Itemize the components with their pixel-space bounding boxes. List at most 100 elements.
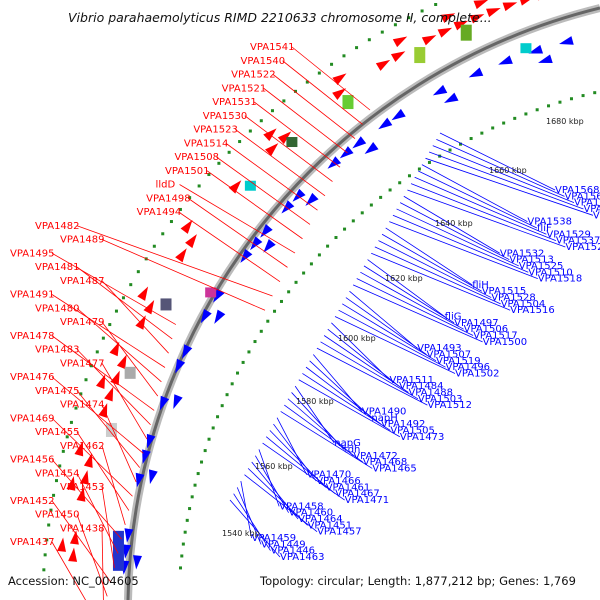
gc-dot xyxy=(207,437,211,441)
gc-dot xyxy=(225,393,229,397)
gene-label: VPA1458 xyxy=(279,501,324,512)
label-leader-line xyxy=(316,347,428,406)
gene-labels: VPA1541 VPA1540 VPA1522 VPA1521 VPA1531 VPA15… xyxy=(10,42,600,563)
gene-block xyxy=(460,24,472,41)
gc-dot xyxy=(270,109,274,113)
gc-dot xyxy=(398,181,402,185)
gc-dot xyxy=(420,9,424,13)
gene-label: VPA1540 xyxy=(241,56,286,67)
gene-label: VPA1475 xyxy=(35,386,80,397)
gene-label: VPA1522 xyxy=(231,70,276,81)
gene-label: VPA1506 xyxy=(464,324,509,335)
label-leader-line xyxy=(76,225,273,297)
label-leader-line xyxy=(247,468,308,526)
label-leader-line xyxy=(101,280,169,354)
reverse-gene-arrow xyxy=(528,44,544,54)
forward-gene-arrow xyxy=(79,470,89,485)
gc-dot xyxy=(459,142,463,146)
gene-label: VPA1515 xyxy=(482,286,527,297)
gc-dot xyxy=(200,460,204,464)
label-leader-line xyxy=(428,151,584,210)
forward-gene-arrow xyxy=(332,88,347,101)
gene-label: VPA1487 xyxy=(60,276,105,287)
gene-label: VPA1490 xyxy=(362,406,407,417)
gene-block xyxy=(244,180,256,191)
label-leader-line xyxy=(334,316,456,374)
gc-dot xyxy=(238,140,242,144)
gene-label: VPA1517 xyxy=(473,331,518,342)
gc-dot xyxy=(491,126,495,130)
gene-label: VPA1511 xyxy=(389,375,434,386)
forward-gene-arrow xyxy=(116,354,127,370)
gene-label: VPA1489 xyxy=(60,235,105,246)
gc-dot xyxy=(305,80,309,84)
gene-label: VPA1518 xyxy=(538,274,583,285)
label-leader-line xyxy=(345,297,427,355)
gene-label: VPA1483 xyxy=(35,345,80,356)
label-leader-line xyxy=(216,156,311,225)
gene-label: VPA1538 xyxy=(527,217,572,228)
gc-dot xyxy=(129,283,133,287)
label-leader-line xyxy=(403,195,501,254)
gene-label: napG xyxy=(334,438,361,449)
reverse-gene-arrow xyxy=(182,344,193,359)
kbp-ticks: 1540 kbp 1560 kbp 1580 kbp 1600 kbp 1620 kbp… xyxy=(222,117,584,538)
gc-dot xyxy=(227,150,231,154)
gene-label: VPA1503 xyxy=(418,394,463,405)
label-leader-line xyxy=(244,474,318,533)
label-leader-line xyxy=(51,252,177,325)
forward-gene-arrow xyxy=(66,476,76,491)
kbp-tick-label: 1560 kbp xyxy=(255,462,293,471)
forward-gene-arrow xyxy=(180,219,193,234)
gene-block xyxy=(286,137,298,148)
gc-dot xyxy=(326,244,330,248)
reverse-gene-arrow xyxy=(432,84,448,96)
gc-dot xyxy=(121,296,125,300)
gc-dot xyxy=(79,392,83,396)
gene-label: VPA1513 xyxy=(509,255,554,266)
forward-gene-arrow xyxy=(390,51,406,63)
gene-label: VPA1479 xyxy=(60,317,105,328)
label-leader-line xyxy=(235,129,326,197)
gene-label: tdh xyxy=(344,444,361,455)
gene-block xyxy=(112,530,124,571)
label-leader-line xyxy=(265,436,336,495)
gc-dot xyxy=(317,253,321,257)
gc-dot xyxy=(334,236,338,240)
label-leader-line xyxy=(436,138,565,197)
gc-dot xyxy=(407,174,411,178)
label-leader-line xyxy=(280,411,373,469)
reverse-gene-arrow xyxy=(498,55,513,65)
gc-dot xyxy=(84,378,88,382)
gc-dot xyxy=(179,566,183,570)
label-leader-lines xyxy=(51,46,594,600)
gc-dot xyxy=(417,167,421,171)
gc-dot xyxy=(69,420,73,424)
gene-label: VPA1481 xyxy=(35,262,80,273)
gc-dot xyxy=(351,219,355,223)
gene-label: napH xyxy=(371,413,397,424)
gene-label: VPA1512 xyxy=(427,400,472,411)
gc-dot xyxy=(193,483,197,487)
gc-dot xyxy=(266,319,270,323)
label-leader-line xyxy=(225,142,318,211)
gc-dot xyxy=(535,108,539,112)
label-leader-line xyxy=(432,145,575,204)
gene-label: VPA1482 xyxy=(35,221,80,232)
forward-gene-arrow xyxy=(440,13,456,24)
reverse-gene-arrow xyxy=(148,469,158,485)
gene-label: lldD xyxy=(156,180,176,191)
forward-gene-arrow xyxy=(137,286,149,301)
gene-label: VPA1472 xyxy=(353,451,398,462)
reverse-gene-arrow xyxy=(391,108,406,121)
label-leader-line xyxy=(392,214,529,273)
gene-label: VPA1502 xyxy=(455,369,500,380)
gene-label: VPA1459 xyxy=(252,533,297,544)
gc-dot xyxy=(217,161,221,165)
gc-dot xyxy=(248,129,252,133)
gene-label: VPA1484 xyxy=(399,381,444,392)
gc-dot xyxy=(360,211,364,215)
accession-text: Accession: NC_004605 xyxy=(8,574,139,588)
reverse-gene-arrow xyxy=(135,472,145,488)
gene-label: VPA1507 xyxy=(427,350,472,361)
